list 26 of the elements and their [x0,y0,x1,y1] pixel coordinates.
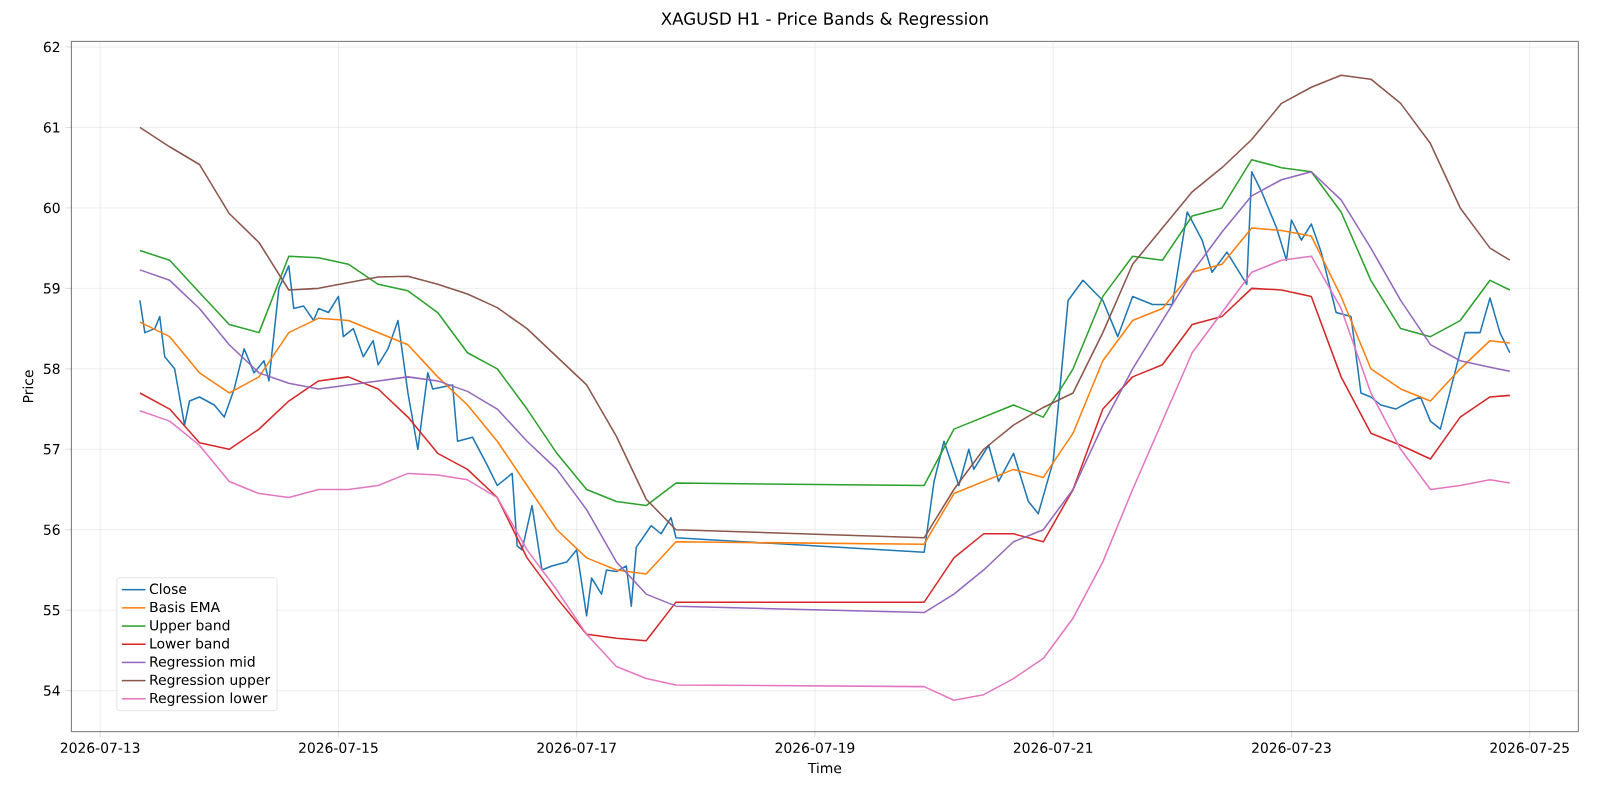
legend-label: Upper band [150,619,230,634]
legend-label: Regression mid [150,656,255,670]
x-tick-label: 2026-07-15 [299,742,378,754]
legend-label: Basis EMA [150,601,220,613]
chart-title: XAGUSD H1 - Price Bands & Regression [661,12,988,29]
y-tick-label: 58 [43,363,60,375]
x-tick-label: 2026-07-17 [537,742,616,754]
x-tick-label: 2026-07-21 [1013,742,1093,754]
x-axis-title: Time [807,762,842,774]
legend-label: Regression lower [150,692,268,706]
y-tick-label: 61 [43,122,60,133]
y-tick-label: 54 [43,685,60,696]
y-axis-title: Price [22,370,34,403]
y-tick-label: 60 [43,202,60,214]
x-tick-label: 2026-07-19 [775,742,855,754]
x-tick-label: 2026-07-23 [1252,742,1331,754]
legend-label: Lower band [150,637,229,649]
x-tick-label: 2026-07-25 [1490,742,1569,754]
legend-label: Regression upper [150,674,271,688]
y-tick-label: 59 [43,283,60,294]
y-tick-label: 56 [43,524,60,535]
y-tick-label: 62 [43,41,60,53]
x-tick-label: 2026-07-13 [60,742,140,754]
y-tick-label: 55 [43,605,60,616]
y-tick-label: 57 [43,444,60,455]
legend-label: Close [149,583,187,595]
